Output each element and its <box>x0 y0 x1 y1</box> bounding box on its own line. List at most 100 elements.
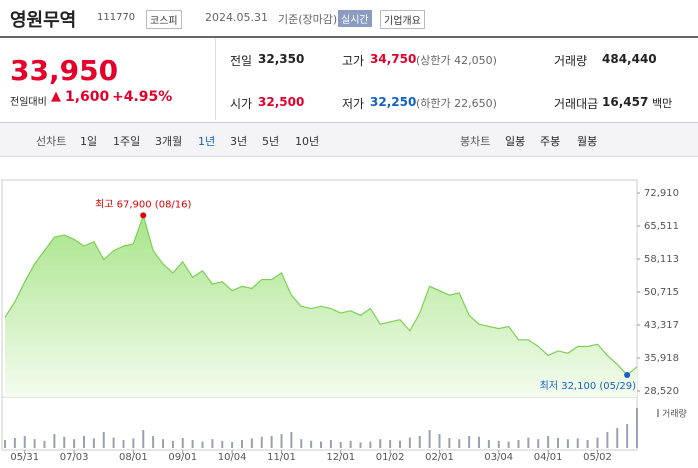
volume-bar <box>260 436 263 448</box>
x-tick-label: 01/02 <box>376 452 405 463</box>
volume-bar <box>448 438 451 448</box>
x-tick-label: 03/04 <box>484 452 513 463</box>
price: 33,950 <box>10 54 119 87</box>
y-tick-label: 28,520 <box>644 386 679 397</box>
stat-value: 34,750 <box>370 52 417 66</box>
stock-name: 영원무역 <box>10 10 77 31</box>
volume-bar <box>43 440 46 448</box>
volume-bar <box>181 438 184 448</box>
x-tick-label: 11/01 <box>267 452 296 463</box>
volume-bar <box>191 440 194 448</box>
x-tick-label: 08/01 <box>119 452 148 463</box>
volume-bar <box>162 439 164 448</box>
y-tick-label: 43,317 <box>644 320 679 331</box>
volume-bar <box>92 438 95 448</box>
volume-frame <box>1 396 638 451</box>
volume-bar <box>142 430 145 448</box>
volume-bar <box>487 440 490 448</box>
price-line <box>4 213 638 376</box>
volume-bar <box>547 436 550 448</box>
period-tab[interactable]: 10년 <box>295 135 320 148</box>
volume-bar <box>270 436 273 448</box>
stat-value: 32,500 <box>258 95 305 109</box>
volume-bar <box>211 439 214 448</box>
low-label: 최저 32,100 (05/29) <box>540 380 636 392</box>
divider <box>215 38 216 120</box>
volume-bar <box>112 437 115 448</box>
change-arrow: ▲ <box>51 89 61 104</box>
period-tab[interactable]: 1년 <box>198 135 216 148</box>
stat-value: 16,457 <box>602 95 649 109</box>
change-label: 전일대비 <box>10 97 47 108</box>
volume-bar <box>438 434 441 448</box>
stat-label: 거래대금 <box>554 97 599 111</box>
volume-bar <box>280 434 283 448</box>
volume-legend-key <box>657 409 659 417</box>
high-marker <box>140 212 147 219</box>
y-tick-label: 58,113 <box>644 254 679 265</box>
volume-bar <box>83 436 85 448</box>
volume-bar <box>369 441 372 448</box>
stat-label: 거래량 <box>554 54 588 68</box>
period-tab[interactable]: 3개월 <box>155 135 183 148</box>
candle-tab[interactable]: 일봉 <box>505 135 526 148</box>
volume-bar <box>458 439 461 448</box>
volume-bar <box>497 440 500 448</box>
y-tick-label: 65,511 <box>644 221 679 232</box>
volume-bar <box>557 438 559 448</box>
stat-value: 32,250 <box>370 95 417 109</box>
volume-bar <box>359 442 362 448</box>
volume-bar <box>399 440 401 448</box>
period-tab[interactable]: 1일 <box>80 135 98 148</box>
date-basis: 기준(장마감) <box>278 13 338 26</box>
volume-bar <box>379 439 382 448</box>
y-tick-label: 50,715 <box>644 287 679 298</box>
volume-bar <box>537 439 540 448</box>
volume-bar <box>23 436 26 448</box>
company-button[interactable]: 기업개요 <box>380 10 425 29</box>
candle-tab[interactable]: 주봉 <box>540 135 561 148</box>
tab-bar <box>0 123 698 157</box>
volume-bar <box>329 440 332 448</box>
market-badge: 코스피 <box>146 10 182 29</box>
volume-bar <box>33 439 36 448</box>
date: 2024.05.31 <box>205 11 268 24</box>
volume-bar <box>201 441 204 448</box>
volume-bar <box>290 432 293 448</box>
volume-bar <box>63 436 66 448</box>
low-marker <box>624 372 631 379</box>
volume-bar <box>102 432 105 448</box>
x-tick-label: 10/04 <box>218 452 247 463</box>
volume-bar <box>616 428 619 448</box>
period-tab[interactable]: 1주일 <box>113 135 141 148</box>
volume-bar <box>53 434 56 448</box>
x-tick-label: 07/03 <box>60 452 89 463</box>
volume-bar <box>171 440 174 448</box>
volume-bar <box>349 440 352 448</box>
stat-value: 484,440 <box>602 52 657 66</box>
volume-bar <box>468 436 471 448</box>
volume-bar <box>152 436 155 448</box>
period-tab[interactable]: 5년 <box>262 135 280 148</box>
change: 1,600 <box>65 89 110 105</box>
volume-bar <box>636 408 638 448</box>
x-tick-label: 02/01 <box>425 452 454 463</box>
change-pct: +4.95% <box>112 89 173 105</box>
period-tab[interactable]: 3년 <box>230 135 248 148</box>
x-tick-label: 05/02 <box>583 452 612 463</box>
volume-bar <box>231 442 234 448</box>
volume-bar <box>418 436 421 448</box>
stat-label: 고가 <box>342 54 365 68</box>
realtime-button[interactable]: 실시간 <box>338 10 372 27</box>
x-tick-label: 04/01 <box>534 452 563 463</box>
quote-box <box>0 36 698 123</box>
tab-label: 봉차트 <box>460 135 491 148</box>
volume-bar <box>122 440 125 448</box>
stat-label: 저가 <box>342 97 365 111</box>
volume-bar <box>517 440 520 448</box>
volume-bar <box>310 440 313 448</box>
stat-unit: 백만 <box>652 97 673 110</box>
y-tick-label: 72,910 <box>644 188 679 199</box>
volume-bar <box>241 440 243 448</box>
candle-tab[interactable]: 월봉 <box>577 135 598 148</box>
